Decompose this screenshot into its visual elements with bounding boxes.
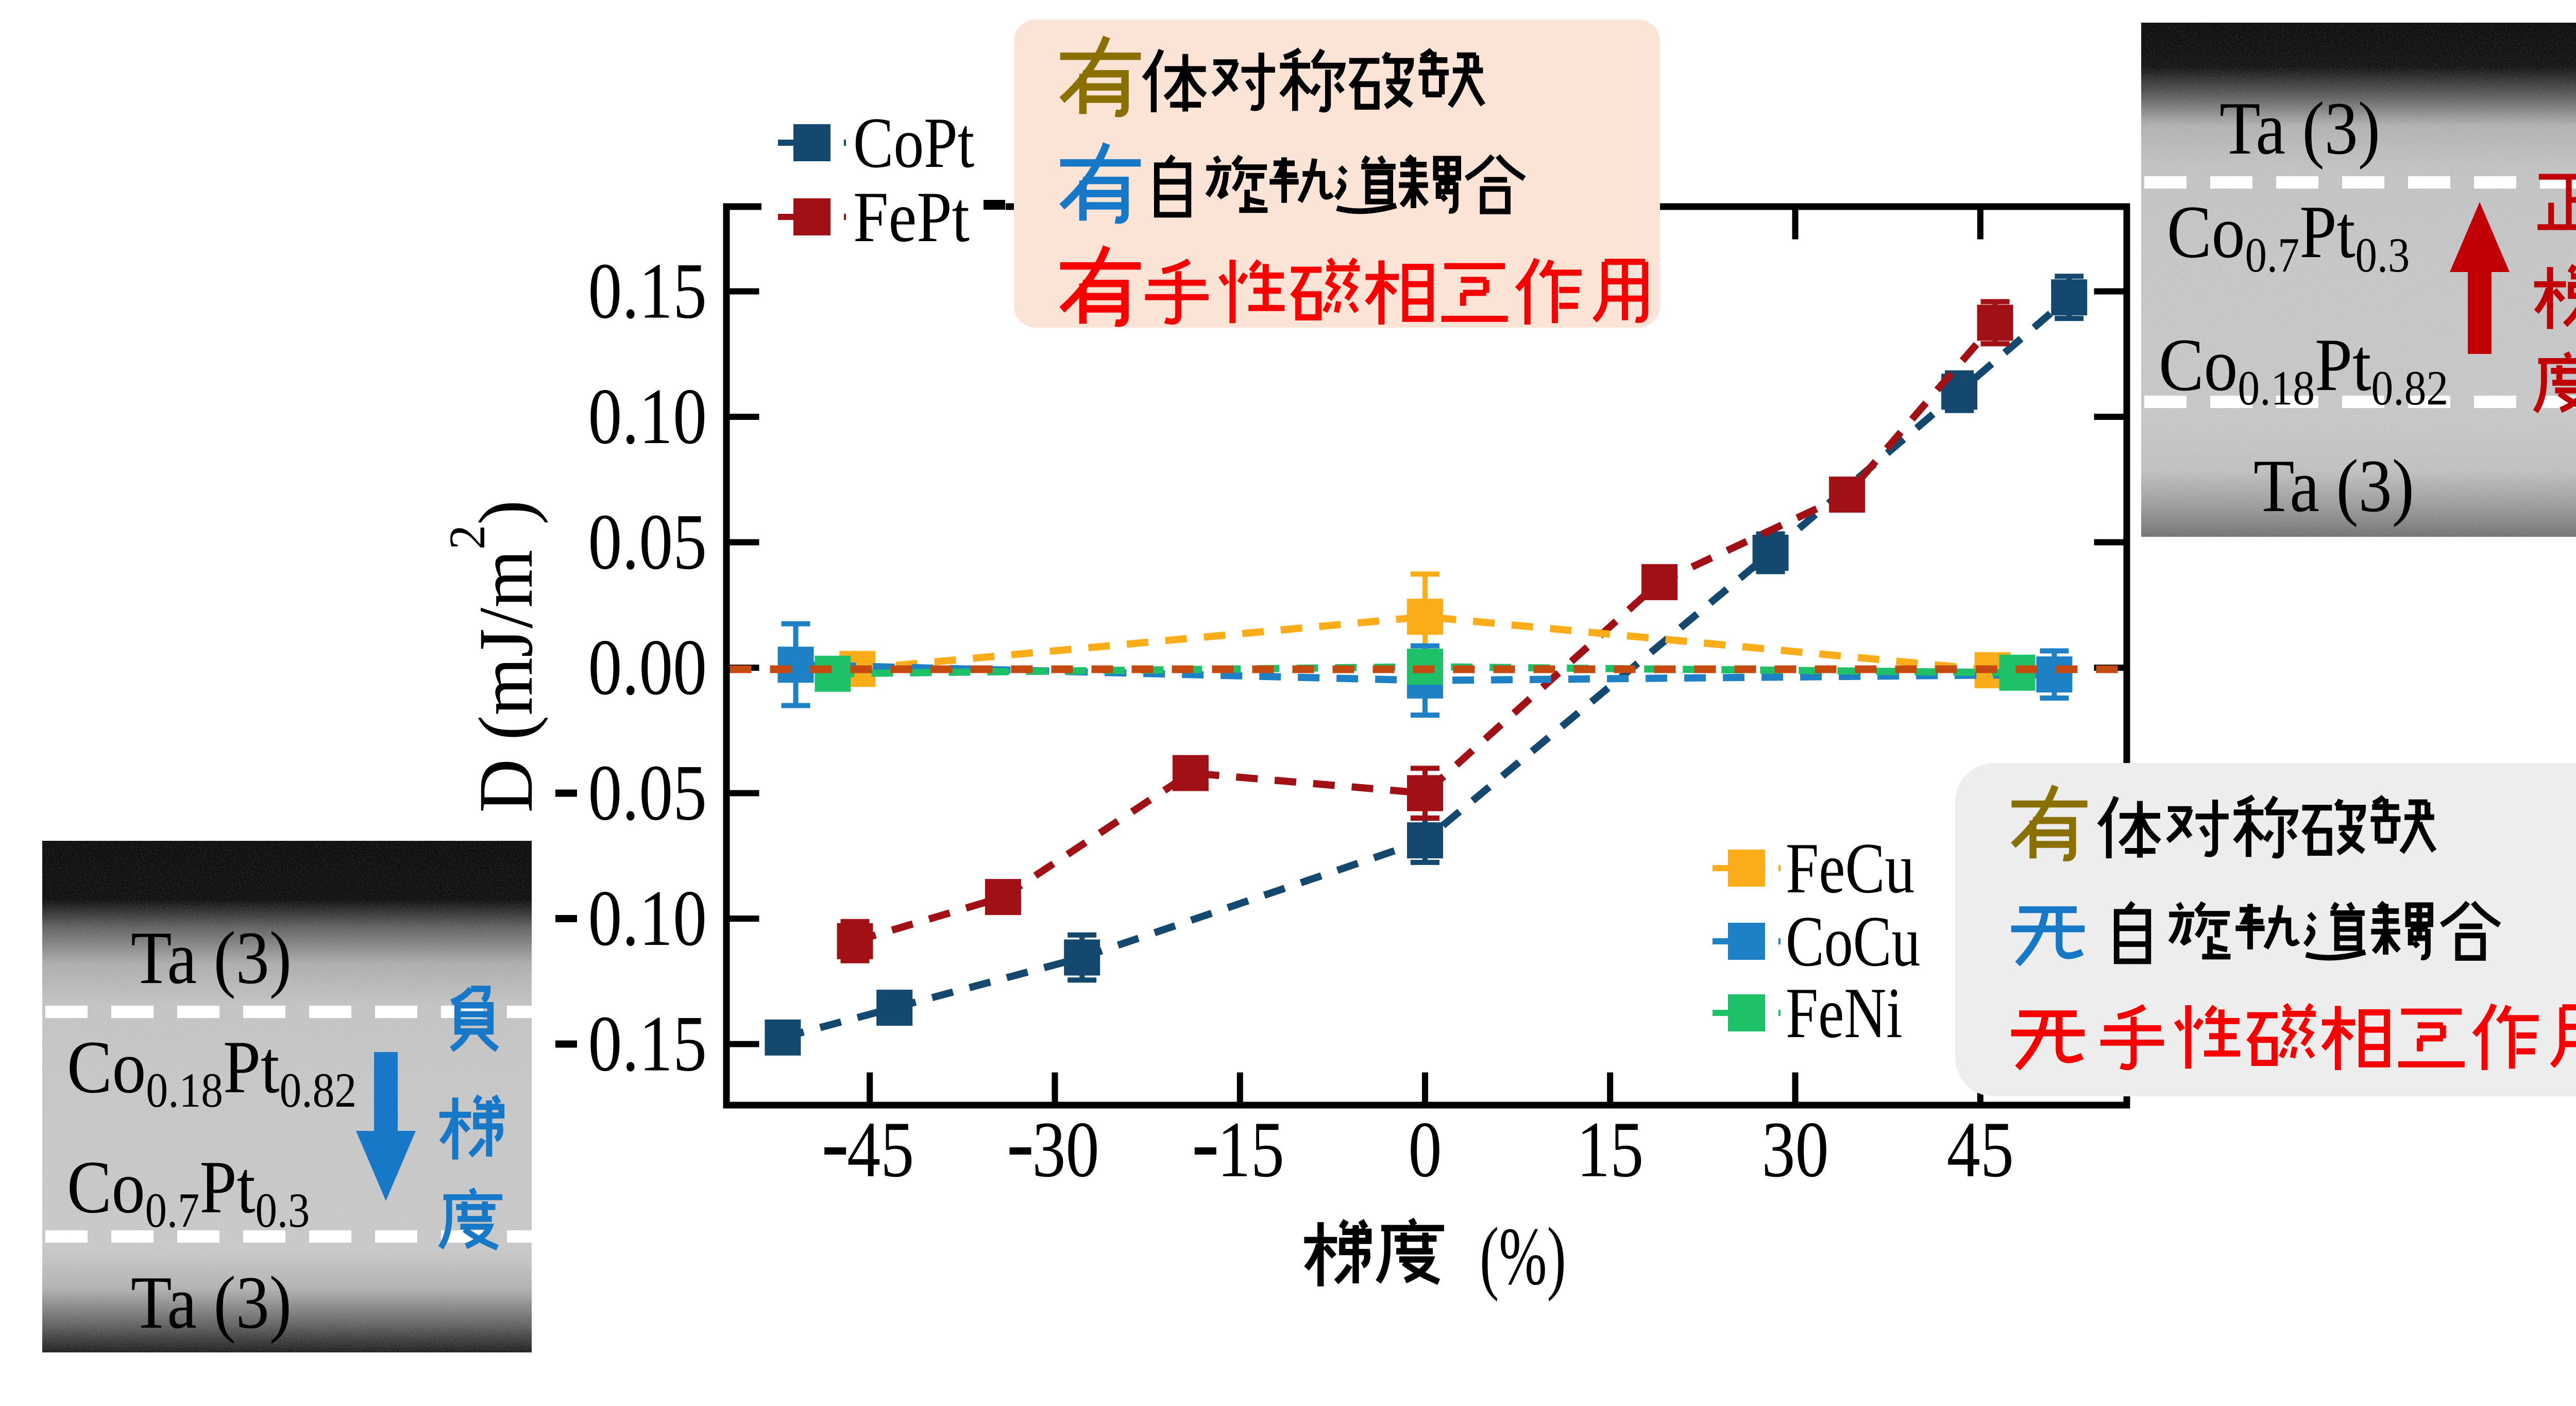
svg-text:FeCu: FeCu [1786, 828, 1914, 908]
svg-text:15: 15 [1577, 1105, 1643, 1193]
svg-text:0.05: 0.05 [588, 498, 707, 586]
svg-text:0.15: 0.15 [588, 247, 707, 335]
svg-text:CoCu: CoCu [1786, 902, 1920, 981]
svg-text:Ta (3): Ta (3) [131, 916, 292, 1000]
svg-text:Ta (3): Ta (3) [131, 1261, 292, 1344]
svg-text:15: 15 [1217, 1105, 1284, 1193]
svg-text:0.10: 0.10 [588, 372, 707, 461]
svg-text:30: 30 [1761, 1105, 1828, 1193]
svg-text:CoPt: CoPt [853, 103, 974, 182]
svg-text:0.10: 0.10 [588, 874, 707, 962]
svg-text:FeNi: FeNi [1786, 973, 1903, 1053]
svg-text:Ta (3): Ta (3) [2253, 444, 2414, 528]
svg-text:FePt: FePt [853, 177, 970, 257]
svg-text:D (mJ/m2): D (mJ/m2) [438, 500, 548, 812]
svg-text:Ta (3): Ta (3) [2219, 87, 2380, 170]
svg-text:30: 30 [1032, 1105, 1099, 1193]
svg-text:0.05: 0.05 [588, 749, 707, 837]
svg-text:0.15: 0.15 [588, 1000, 707, 1088]
svg-text:(%): (%) [1480, 1210, 1566, 1301]
svg-text:0.00: 0.00 [588, 623, 707, 712]
svg-text:45: 45 [1947, 1105, 2014, 1193]
svg-text:0: 0 [1408, 1105, 1442, 1193]
svg-text:45: 45 [847, 1105, 914, 1193]
